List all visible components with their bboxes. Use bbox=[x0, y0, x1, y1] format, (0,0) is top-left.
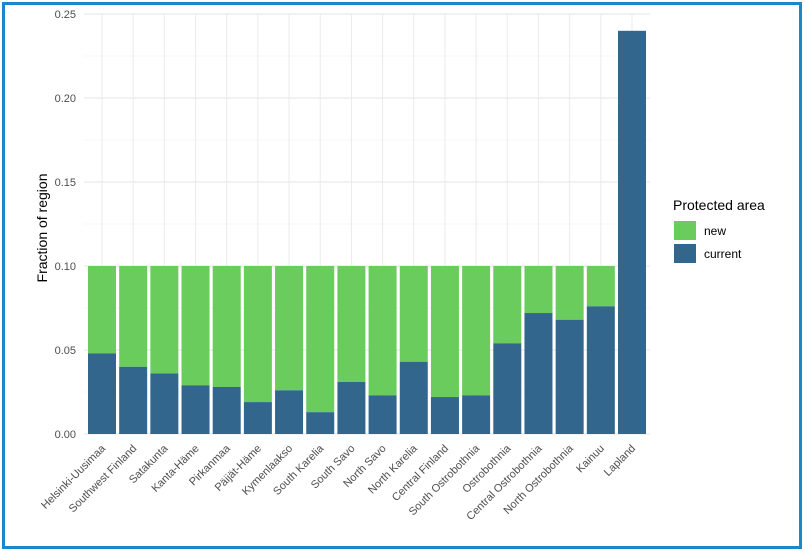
legend-label-new: new bbox=[704, 224, 726, 238]
x-tick-label: Lapland bbox=[602, 443, 638, 479]
bar-current-kymenlaakso bbox=[275, 390, 304, 434]
bar-current-southwest-finland bbox=[119, 366, 148, 434]
y-tick-label: 0.15 bbox=[55, 177, 76, 189]
bar-new-north-karelia bbox=[399, 266, 428, 362]
legend-swatch-new bbox=[674, 221, 696, 240]
bar-current-north-karelia bbox=[399, 361, 428, 434]
legend: Protected area new current bbox=[673, 197, 765, 263]
bar-new-north-savo bbox=[368, 266, 397, 396]
bar-new-ostrobothnia bbox=[493, 266, 522, 344]
bar-current-north-savo bbox=[368, 395, 397, 434]
bars bbox=[88, 30, 646, 435]
y-axis-ticks: 0.00 0.05 0.10 0.15 0.20 0.25 bbox=[55, 9, 76, 441]
bar-current-lapland bbox=[618, 30, 646, 435]
bar-new-north-ostrobothnia bbox=[555, 266, 584, 320]
bar-new-pirkanmaa bbox=[212, 266, 241, 387]
bar-current-pirkanmaa bbox=[212, 386, 241, 434]
y-tick-label: 0.05 bbox=[55, 345, 76, 357]
bar-current-ostrobothnia bbox=[493, 343, 522, 434]
bar-current-p-ij-t-h-me bbox=[243, 402, 272, 434]
bar-current-helsinki-uusimaa bbox=[88, 353, 116, 434]
bar-new-south-karelia bbox=[306, 266, 335, 413]
bar-current-south-karelia bbox=[306, 412, 335, 434]
bar-new-south-savo bbox=[337, 266, 366, 382]
y-tick-label: 0.25 bbox=[55, 9, 76, 21]
bar-current-satakunta bbox=[150, 373, 179, 434]
bar-current-central-finland bbox=[430, 397, 459, 434]
y-axis-label: Fraction of region bbox=[34, 174, 50, 283]
y-tick-label: 0.00 bbox=[55, 429, 76, 441]
y-tick-label: 0.20 bbox=[55, 93, 76, 105]
legend-label-current: current bbox=[704, 247, 742, 261]
bar-new-helsinki-uusimaa bbox=[88, 266, 116, 354]
bar-current-central-ostrobothnia bbox=[524, 313, 553, 434]
bar-current-south-savo bbox=[337, 381, 366, 434]
bar-current-south-ostrobothnia bbox=[462, 395, 491, 434]
bar-new-central-finland bbox=[430, 266, 459, 398]
bar-new-kainuu bbox=[586, 266, 615, 307]
bar-new-south-ostrobothnia bbox=[462, 266, 491, 396]
bar-new-central-ostrobothnia bbox=[524, 266, 553, 314]
bar-current-north-ostrobothnia bbox=[555, 319, 584, 434]
legend-swatch-current bbox=[674, 244, 696, 263]
legend-title: Protected area bbox=[673, 197, 765, 213]
bar-current-kainuu bbox=[586, 306, 615, 434]
bar-new-kymenlaakso bbox=[275, 266, 304, 391]
bar-new-p-ij-t-h-me bbox=[243, 266, 272, 403]
bar-new-southwest-finland bbox=[119, 266, 148, 367]
bar-new-satakunta bbox=[150, 266, 179, 374]
bar-current-kanta-h-me bbox=[181, 385, 210, 434]
bar-new-kanta-h-me bbox=[181, 266, 210, 386]
y-tick-label: 0.10 bbox=[55, 261, 76, 273]
